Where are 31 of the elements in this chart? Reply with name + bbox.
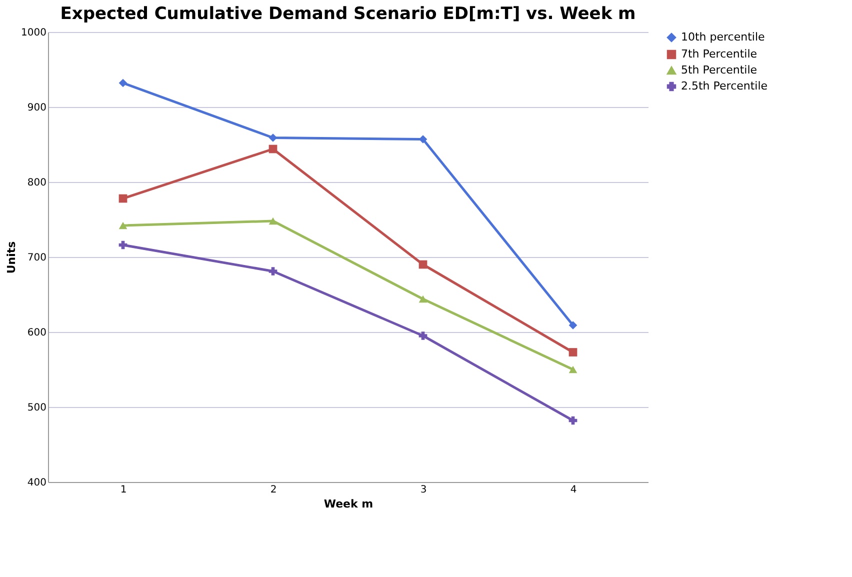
x-tick-label: 2 [270,484,277,496]
y-tick-label: 800 [27,178,46,188]
x-tick-label: 3 [420,484,427,496]
point [268,217,278,225]
point [568,366,578,374]
y-tick-label: 1000 [21,28,46,38]
legend-label: 5th Percentile [681,64,758,76]
chart-title: Expected Cumulative Demand Scenario ED[m:T] vs. Week m [60,4,636,24]
point [118,194,128,203]
point [418,260,428,269]
legend-label: 7th Percentile [681,48,758,60]
point [418,332,428,340]
x-tick-label: 1 [120,484,127,496]
point [568,348,578,356]
y-axis-title: Units [5,240,18,274]
point [118,78,128,88]
legend-label: 2.5th Percentile [681,80,768,92]
point [268,134,278,142]
point [418,295,428,303]
y-tick-label: 600 [27,328,46,338]
y-tick-label: 400 [27,478,46,488]
y-tick-label: 700 [27,252,46,264]
x-axis-title: Week m [324,498,374,510]
y-tick-label: 900 [27,102,46,114]
legend-label: 10th percentile [681,30,766,44]
point [268,144,278,154]
point [268,267,278,276]
point [568,321,578,330]
y-tick-label: 500 [27,402,46,414]
point [118,222,128,230]
x-tick-label: 4 [570,484,577,496]
